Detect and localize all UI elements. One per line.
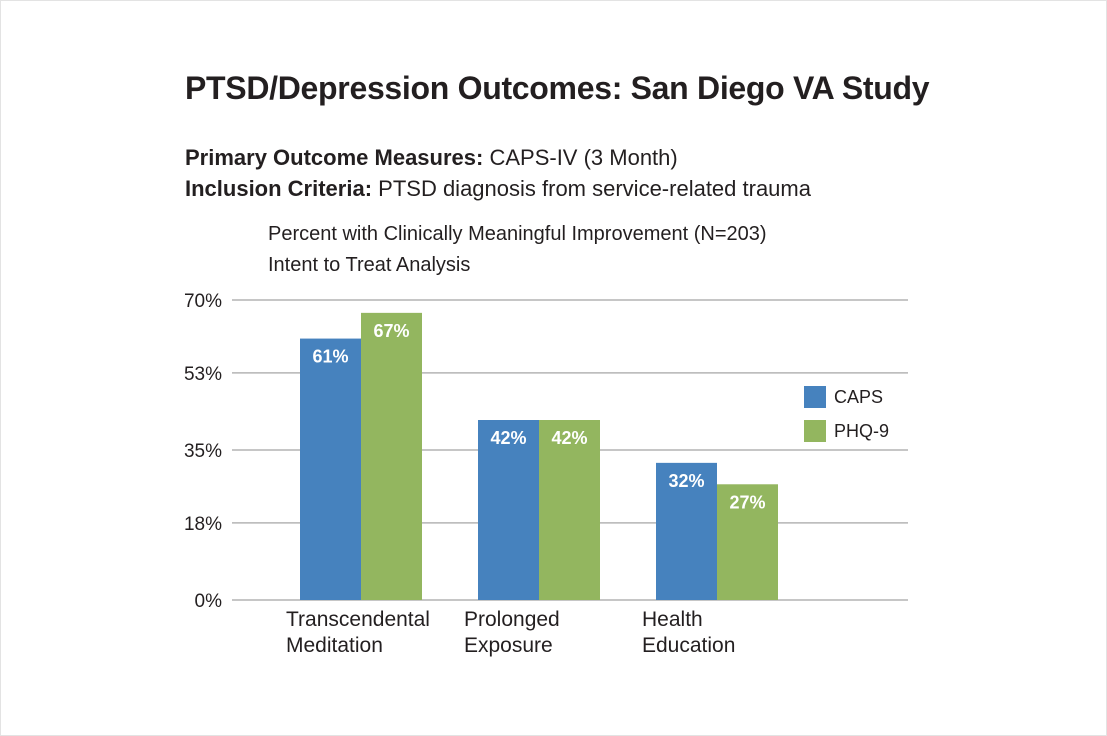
legend-swatch (804, 386, 826, 408)
data-label: 32% (668, 471, 704, 491)
legend-label: CAPS (834, 387, 883, 407)
y-tick-label: 35% (184, 441, 222, 462)
bar-phq-9 (539, 420, 600, 600)
x-category-label: Prolonged (464, 608, 560, 631)
bar-caps (300, 338, 361, 600)
inclusion-criteria-value: PTSD diagnosis from service-related trau… (372, 176, 811, 201)
data-label: 42% (551, 428, 587, 448)
legend-swatch (804, 420, 826, 442)
x-category-label: Exposure (464, 634, 553, 657)
inclusion-criteria-line: Inclusion Criteria: PTSD diagnosis from … (185, 176, 811, 202)
page-title: PTSD/Depression Outcomes: San Diego VA S… (185, 70, 930, 106)
x-category-label: Health (642, 608, 703, 631)
y-tick-label: 0% (195, 591, 223, 612)
bar-phq-9 (717, 484, 778, 600)
y-tick-label: 53% (184, 364, 222, 385)
bar-phq-9 (361, 312, 422, 600)
primary-outcome-line: Primary Outcome Measures: CAPS-IV (3 Mon… (185, 145, 678, 171)
data-label: 67% (373, 321, 409, 341)
x-category-label: Transcendental (286, 608, 430, 631)
chart-subtitle: Intent to Treat Analysis (268, 254, 471, 276)
x-category-label: Education (642, 634, 735, 657)
primary-outcome-label: Primary Outcome Measures: (185, 145, 484, 170)
data-label: 42% (490, 428, 526, 448)
bar-caps (656, 462, 717, 600)
inclusion-criteria-label: Inclusion Criteria: (185, 176, 373, 201)
data-label: 27% (729, 492, 765, 512)
primary-outcome-value: CAPS-IV (3 Month) (483, 145, 678, 170)
bar-caps (478, 420, 539, 600)
x-category-label: Meditation (286, 634, 383, 657)
y-tick-label: 70% (184, 291, 222, 312)
y-tick-label: 18% (184, 514, 222, 535)
data-label: 61% (312, 347, 348, 367)
legend-label: PHQ-9 (834, 421, 889, 441)
chart-title: Percent with Clinically Meaningful Impro… (268, 223, 767, 245)
